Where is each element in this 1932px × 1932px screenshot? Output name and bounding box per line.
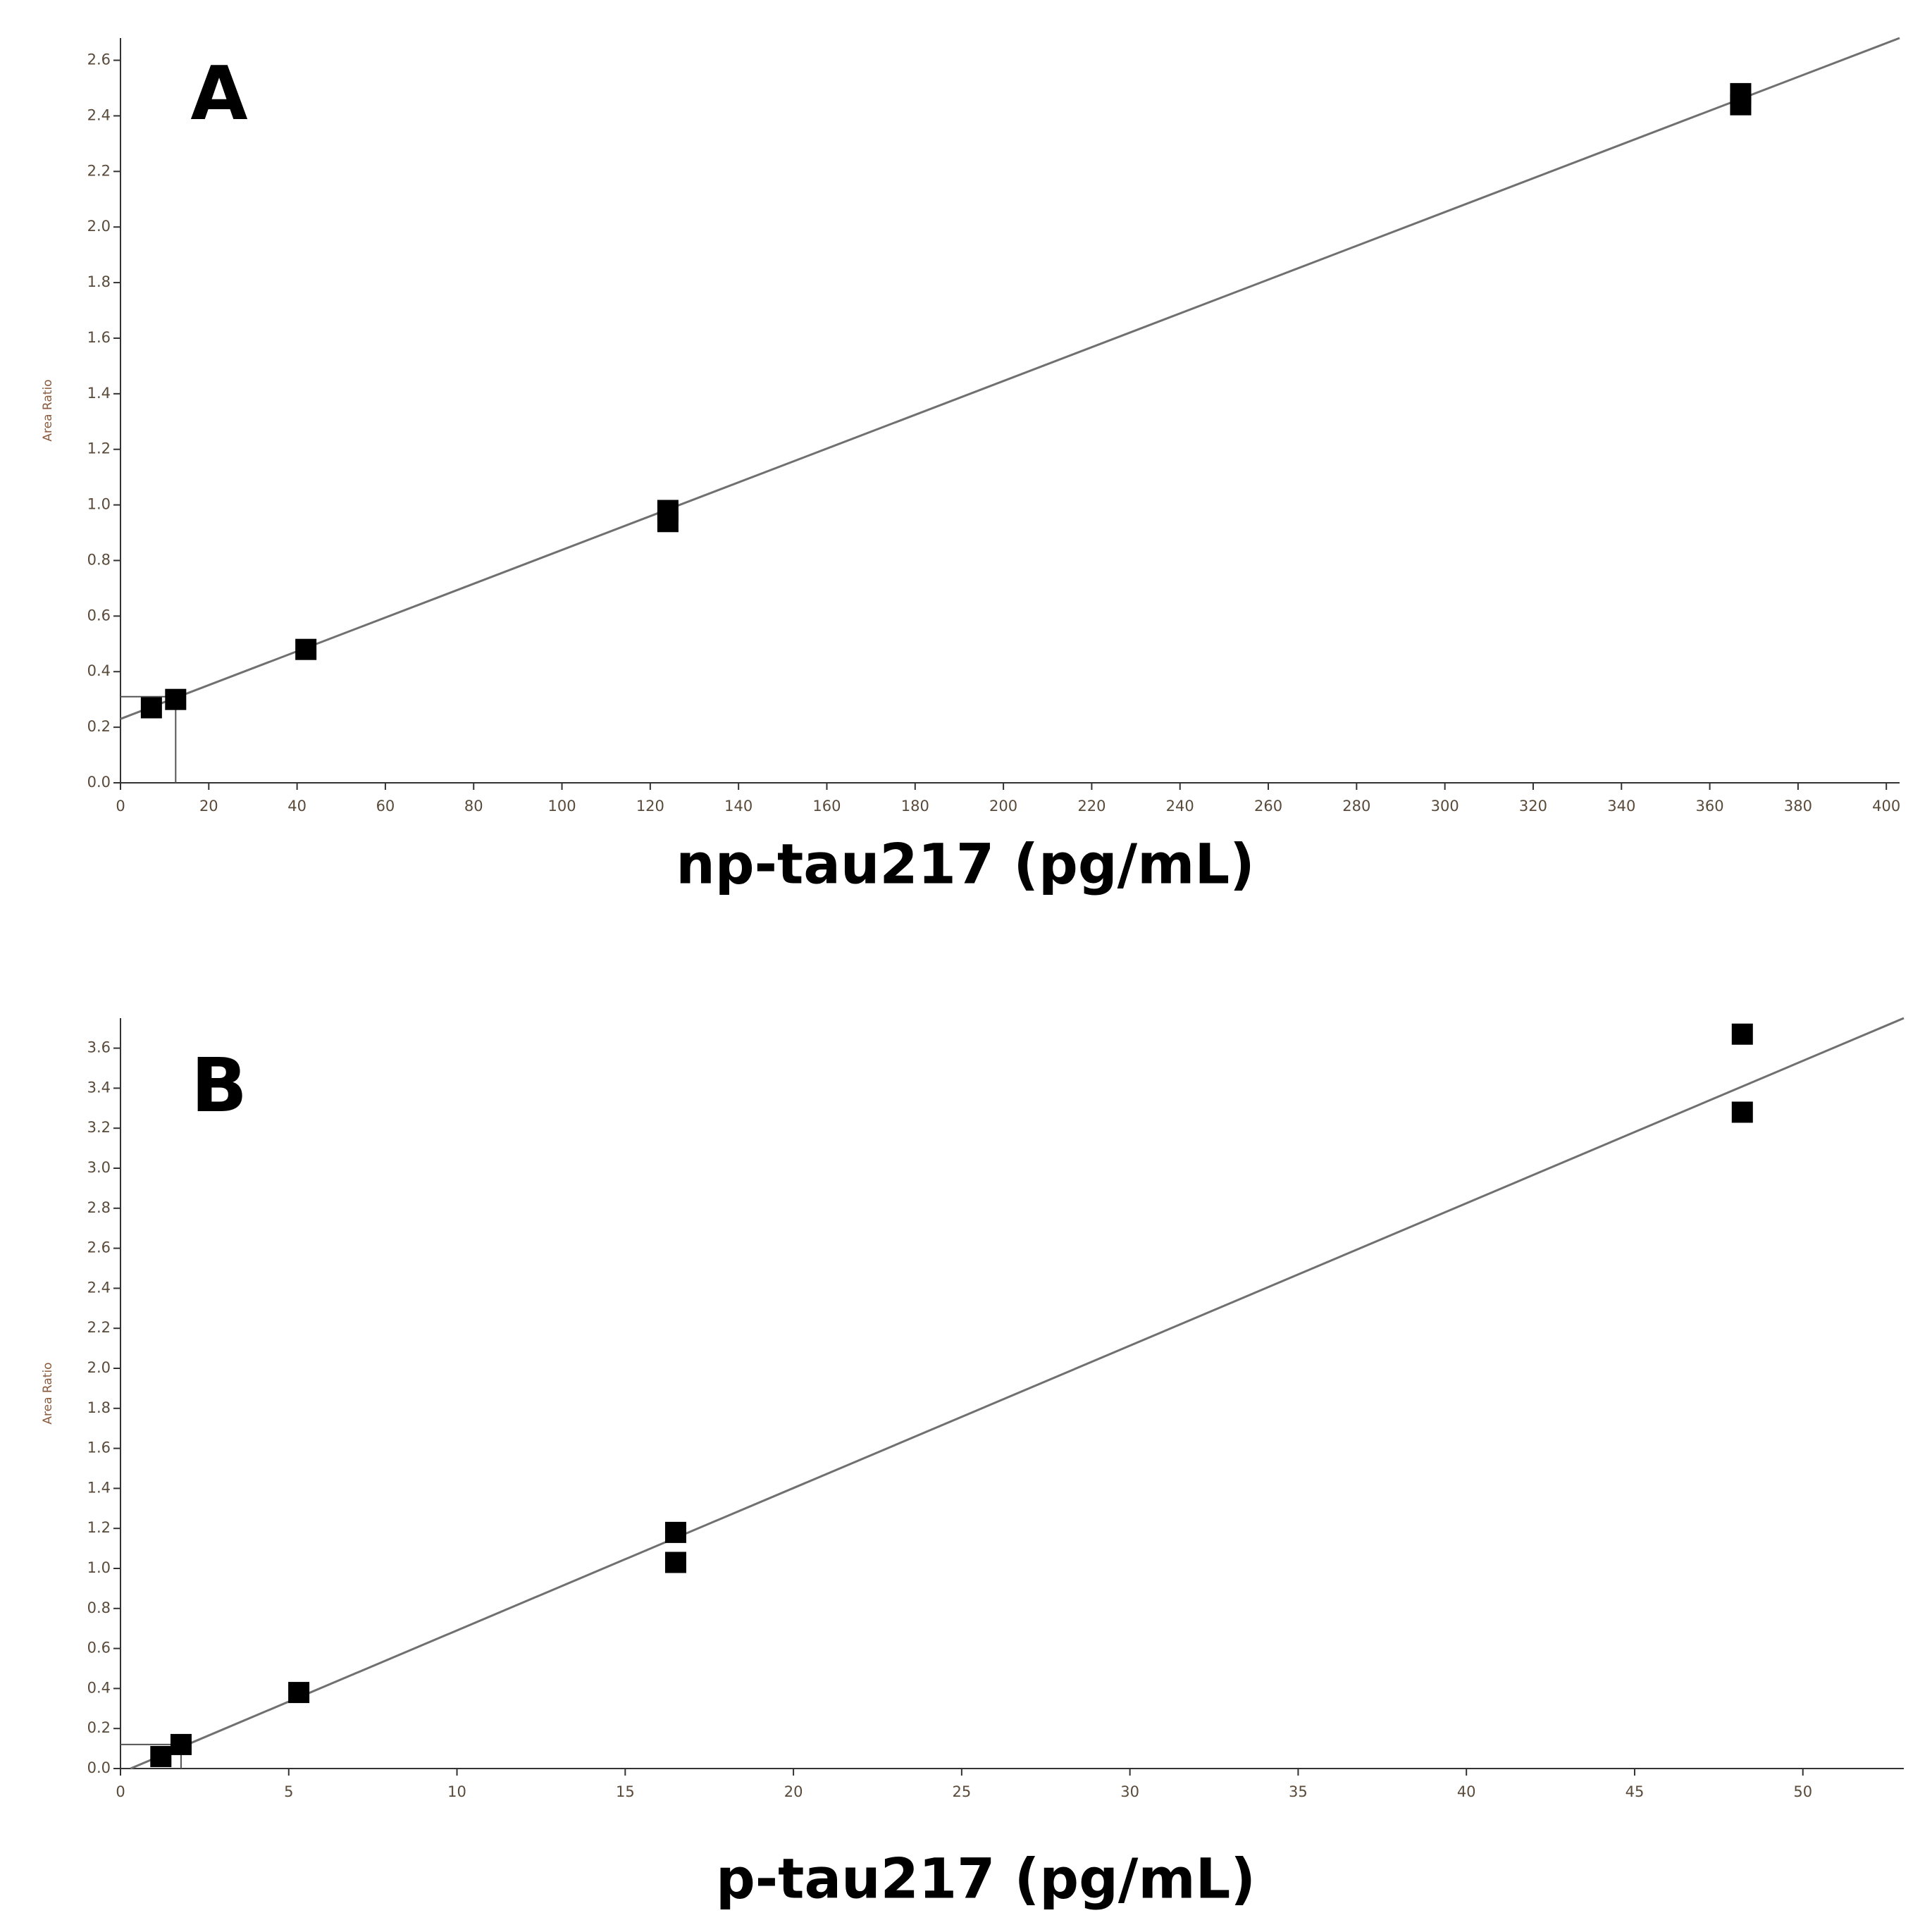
- x-tick-label: 320: [1519, 798, 1547, 815]
- y-tick-label: 3.0: [87, 1159, 111, 1176]
- x-tick-label: 300: [1431, 798, 1459, 815]
- x-tick-label: 35: [1289, 1783, 1308, 1800]
- y-axis-label: Area Ratio: [41, 1362, 55, 1424]
- data-point: [657, 500, 679, 521]
- fit-line: [120, 37, 1900, 720]
- fit-line: [130, 1017, 1905, 1770]
- y-tick-label: 0.0: [87, 1759, 111, 1776]
- y-tick-label: 0.0: [87, 774, 111, 791]
- y-tick-label: 2.0: [87, 218, 111, 235]
- x-tick-label: 10: [447, 1783, 466, 1800]
- x-tick-label: 40: [287, 798, 306, 815]
- y-tick-label: 0.2: [87, 718, 111, 735]
- y-tick-label: 1.0: [87, 496, 111, 513]
- y-tick-label: 0.4: [87, 1679, 111, 1696]
- y-tick-label: 1.6: [87, 329, 111, 346]
- data-point: [1730, 82, 1752, 104]
- y-tick-label: 1.6: [87, 1439, 111, 1456]
- x-tick-label: 25: [953, 1783, 972, 1800]
- x-tick-label: 45: [1626, 1783, 1645, 1800]
- data-point: [140, 697, 162, 719]
- x-tick-label: 240: [1166, 798, 1194, 815]
- y-tick-label: 1.0: [87, 1559, 111, 1576]
- y-tick-label: 3.6: [87, 1039, 111, 1056]
- y-tick-label: 1.2: [87, 440, 111, 457]
- y-tick-label: 3.2: [87, 1119, 111, 1136]
- x-tick-label: 20: [784, 1783, 803, 1800]
- x-tick-label: 160: [812, 798, 841, 815]
- x-tick-label: 0: [116, 798, 125, 815]
- data-point: [288, 1682, 310, 1704]
- y-tick-label: 1.8: [87, 273, 111, 290]
- x-axis-title: p-tau217 (pg/mL): [716, 1847, 1256, 1911]
- x-tick-label: 260: [1254, 798, 1282, 815]
- panel-label: A: [190, 51, 247, 137]
- y-tick-label: 2.2: [87, 162, 111, 179]
- data-point: [664, 1552, 686, 1573]
- x-tick-label: 380: [1784, 798, 1812, 815]
- x-tick-label: 200: [989, 798, 1017, 815]
- y-tick-label: 2.4: [87, 106, 111, 123]
- y-tick-label: 2.8: [87, 1199, 111, 1216]
- x-tick-label: 60: [376, 798, 395, 815]
- data-point: [1731, 1023, 1753, 1045]
- data-point: [664, 1521, 686, 1543]
- x-tick-label: 340: [1607, 798, 1635, 815]
- y-tick-label: 1.8: [87, 1399, 111, 1416]
- x-tick-label: 360: [1696, 798, 1724, 815]
- y-tick-label: 2.6: [87, 51, 111, 68]
- y-tick-label: 0.4: [87, 662, 111, 679]
- y-tick-label: 1.4: [87, 1479, 111, 1496]
- x-tick-label: 140: [724, 798, 753, 815]
- y-tick-label: 0.8: [87, 551, 111, 568]
- x-tick-label: 220: [1077, 798, 1106, 815]
- x-tick-label: 100: [548, 798, 576, 815]
- y-tick-label: 0.6: [87, 607, 111, 624]
- x-tick-label: 30: [1120, 1783, 1139, 1800]
- y-tick-label: 2.2: [87, 1319, 111, 1336]
- y-tick-label: 2.0: [87, 1359, 111, 1376]
- y-tick-label: 0.6: [87, 1640, 111, 1657]
- y-tick-label: 1.4: [87, 385, 111, 402]
- y-tick-label: 1.2: [87, 1519, 111, 1536]
- x-tick-label: 5: [284, 1783, 293, 1800]
- x-tick-label: 400: [1872, 798, 1900, 815]
- y-tick-label: 0.2: [87, 1719, 111, 1736]
- data-point: [1731, 1101, 1753, 1123]
- x-tick-label: 180: [901, 798, 929, 815]
- data-point: [150, 1745, 172, 1767]
- y-axis-label: Area Ratio: [41, 379, 55, 441]
- x-tick-label: 120: [636, 798, 664, 815]
- x-axis-title: np-tau217 (pg/mL): [676, 833, 1255, 896]
- x-tick-label: 280: [1342, 798, 1370, 815]
- x-tick-label: 40: [1457, 1783, 1476, 1800]
- x-tick-label: 20: [199, 798, 218, 815]
- data-point: [295, 638, 317, 660]
- y-tick-label: 2.6: [87, 1239, 111, 1256]
- x-tick-label: 15: [616, 1783, 635, 1800]
- y-tick-label: 2.4: [87, 1279, 111, 1296]
- x-tick-label: 50: [1793, 1783, 1812, 1800]
- y-tick-label: 0.8: [87, 1599, 111, 1616]
- panel-label: B: [191, 1043, 247, 1129]
- x-tick-label: 80: [464, 798, 483, 815]
- y-tick-label: 3.4: [87, 1079, 111, 1096]
- data-point: [170, 1733, 192, 1755]
- x-tick-label: 0: [116, 1783, 125, 1800]
- data-point: [165, 688, 187, 710]
